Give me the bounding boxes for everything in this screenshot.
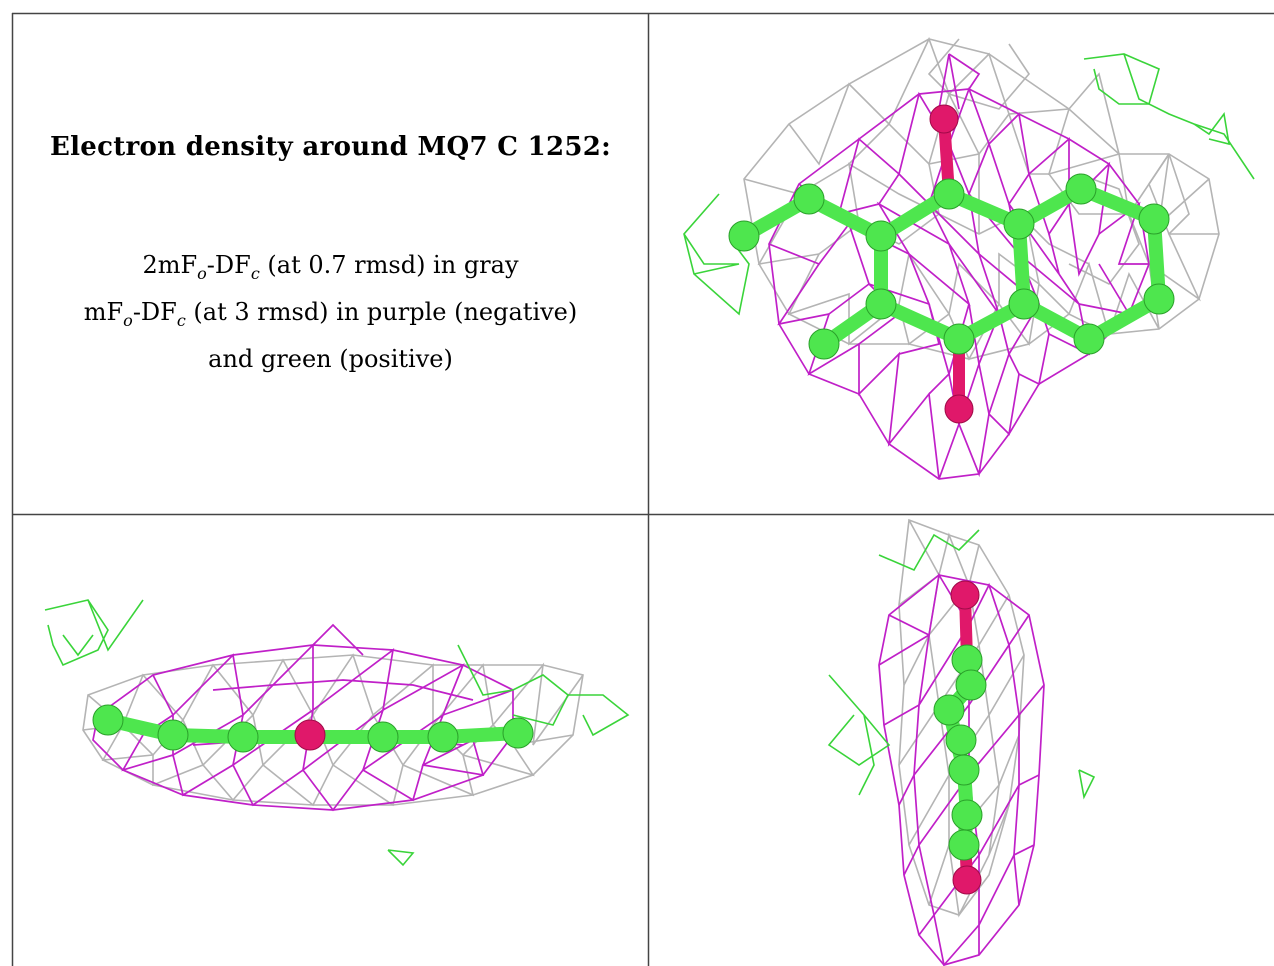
density-end-view: [649, 515, 1274, 966]
carbon-atoms: [933, 644, 987, 861]
caption-legend: 2mFo-DFc (at 0.7 rmsd) in gray mFo-DFc (…: [13, 246, 648, 378]
carbon-atoms: [728, 173, 1175, 360]
top-view-image: [683, 36, 1255, 480]
density-side-view: [13, 515, 648, 966]
green-mesh: [827, 529, 1096, 800]
side-view-image: [44, 599, 630, 867]
caption-title: Electron density around MQ7 C 1252:: [49, 132, 612, 162]
oxygen-atoms: [294, 719, 326, 751]
legend-line-gray: 2mFo-DFc (at 0.7 rmsd) in gray: [142, 251, 519, 283]
green-mesh: [683, 53, 1255, 316]
legend-line-green: and green (positive): [208, 344, 453, 373]
end-view-image: [827, 518, 1096, 966]
purple-mesh: [92, 623, 514, 812]
green-mesh: [44, 599, 630, 867]
oxygen-atoms: [950, 580, 982, 895]
caption-cell: Electron density around MQ7 C 1252: 2mFo…: [13, 14, 648, 514]
oxygen-atoms: [929, 104, 974, 424]
legend-line-purple: mFo-DFc (at 3 rmsd) in purple (negative): [83, 297, 578, 330]
carbon-atoms: [92, 704, 534, 753]
density-top-view: [649, 14, 1274, 514]
